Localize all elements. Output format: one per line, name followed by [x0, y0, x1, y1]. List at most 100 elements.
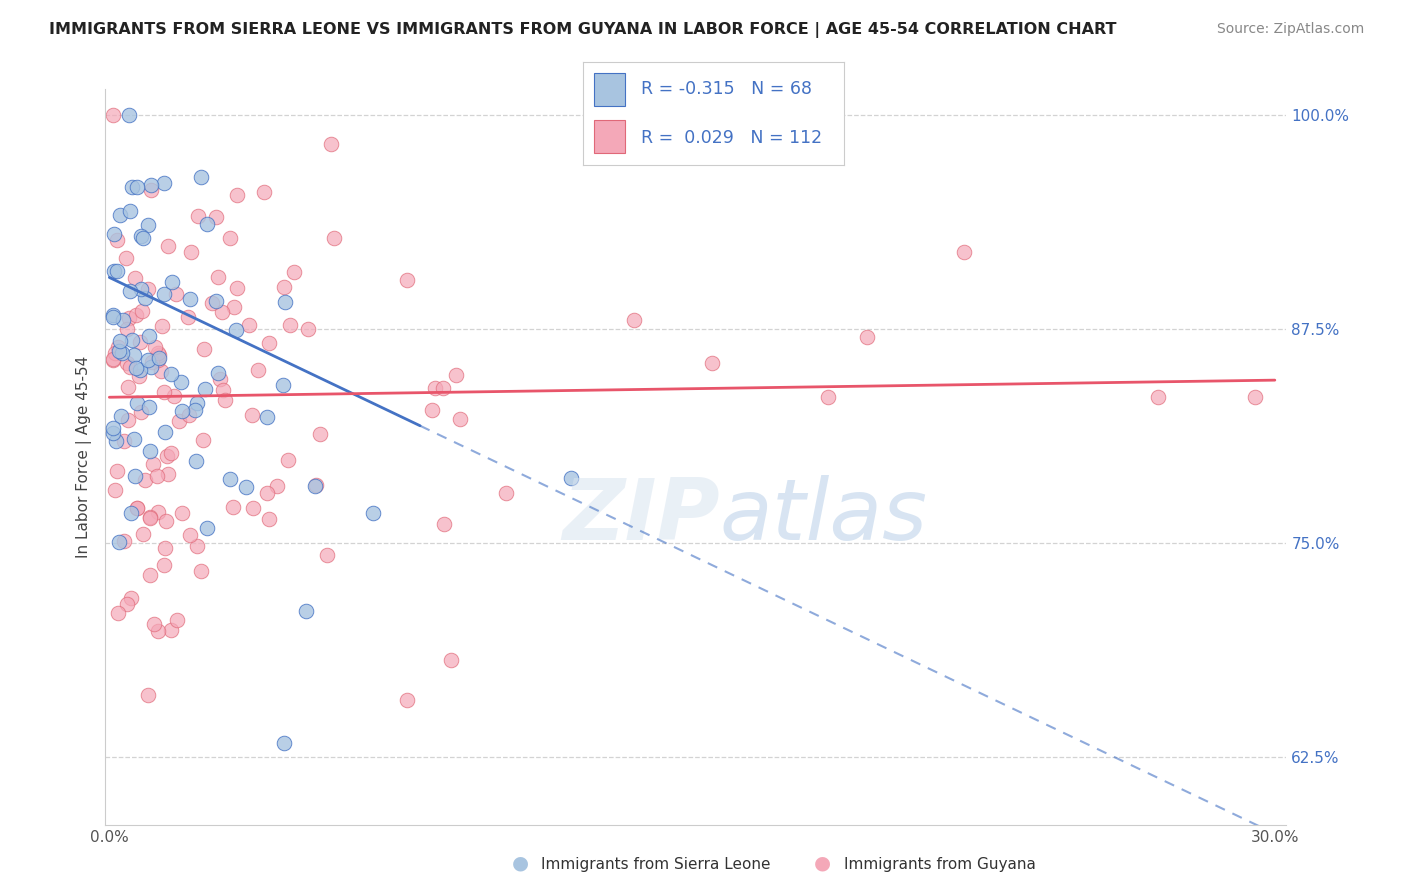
- Point: [105, 233, 128, 247]
- Point: [104, 434, 127, 448]
- Point: [129, 228, 152, 243]
- Point: [120, 506, 142, 520]
- Text: Immigrants from Sierra Leone: Immigrants from Sierra Leone: [541, 857, 770, 872]
- Point: [205, 210, 228, 224]
- Text: Source: ZipAtlas.com: Source: ZipAtlas.com: [1216, 22, 1364, 37]
- Point: [179, 528, 201, 542]
- Y-axis label: In Labor Force | Age 45-54: In Labor Force | Age 45-54: [76, 356, 91, 558]
- Point: [315, 548, 337, 562]
- Point: [146, 352, 169, 367]
- Point: [139, 178, 162, 192]
- Point: [165, 287, 187, 301]
- Point: [396, 693, 419, 707]
- Point: [117, 108, 139, 122]
- Point: [152, 385, 174, 400]
- Point: [283, 265, 305, 279]
- Point: [115, 251, 138, 265]
- Point: [125, 501, 148, 516]
- Point: [104, 346, 127, 360]
- Point: [277, 452, 299, 467]
- Point: [211, 304, 233, 318]
- Point: [256, 486, 278, 500]
- Point: [170, 404, 193, 418]
- Point: [195, 217, 218, 231]
- Point: [143, 340, 166, 354]
- Point: [160, 275, 183, 289]
- Point: [141, 354, 163, 368]
- Point: [115, 597, 138, 611]
- Point: [323, 231, 346, 245]
- Point: [560, 471, 582, 485]
- Point: [134, 473, 156, 487]
- Point: [132, 230, 155, 244]
- Point: [155, 514, 177, 528]
- Point: [444, 368, 467, 382]
- Point: [179, 409, 201, 423]
- Point: [117, 380, 139, 394]
- Point: [235, 480, 257, 494]
- Point: [118, 360, 141, 375]
- Point: [207, 270, 229, 285]
- Point: [449, 412, 471, 426]
- Point: [118, 203, 141, 218]
- Point: [125, 500, 148, 515]
- Point: [146, 468, 169, 483]
- Point: [125, 308, 148, 322]
- Point: [222, 500, 245, 514]
- Point: [156, 239, 179, 253]
- Point: [103, 108, 125, 122]
- Point: [266, 479, 288, 493]
- Point: [136, 688, 159, 702]
- Point: [105, 264, 128, 278]
- Point: [142, 617, 165, 632]
- Point: [273, 280, 295, 294]
- Point: [108, 535, 131, 549]
- Point: [160, 624, 183, 638]
- Point: [124, 469, 146, 483]
- Point: [108, 344, 131, 359]
- Point: [193, 342, 215, 356]
- Point: [195, 521, 218, 535]
- Point: [253, 186, 276, 200]
- Point: [125, 396, 148, 410]
- Text: ●: ●: [512, 854, 529, 872]
- Text: IMMIGRANTS FROM SIERRA LEONE VS IMMIGRANTS FROM GUYANA IN LABOR FORCE | AGE 45-5: IMMIGRANTS FROM SIERRA LEONE VS IMMIGRAN…: [49, 22, 1116, 38]
- Point: [226, 281, 249, 295]
- Point: [103, 425, 125, 440]
- Text: ●: ●: [814, 854, 831, 872]
- Point: [120, 591, 142, 606]
- Point: [226, 187, 249, 202]
- Point: [294, 604, 316, 618]
- Point: [194, 382, 217, 396]
- Point: [122, 348, 145, 362]
- Point: [163, 389, 186, 403]
- Point: [107, 340, 129, 354]
- Point: [207, 366, 229, 380]
- Point: [156, 467, 179, 481]
- Point: [139, 568, 162, 582]
- Point: [1147, 390, 1170, 404]
- Point: [121, 333, 143, 347]
- Point: [156, 450, 179, 464]
- Point: [148, 346, 170, 360]
- Point: [238, 318, 260, 332]
- Point: [308, 427, 330, 442]
- Point: [131, 282, 153, 296]
- Point: [423, 381, 446, 395]
- Point: [138, 401, 160, 415]
- Point: [150, 319, 173, 334]
- Point: [209, 372, 232, 386]
- Point: [103, 264, 125, 278]
- Point: [222, 300, 245, 314]
- Text: R = -0.315   N = 68: R = -0.315 N = 68: [641, 80, 811, 98]
- Point: [273, 378, 295, 392]
- Point: [141, 360, 163, 375]
- Point: [186, 539, 208, 553]
- Point: [128, 334, 150, 349]
- Point: [153, 286, 176, 301]
- Point: [190, 564, 212, 578]
- Point: [149, 364, 172, 378]
- Point: [103, 308, 125, 322]
- Point: [112, 434, 135, 448]
- Point: [273, 736, 295, 750]
